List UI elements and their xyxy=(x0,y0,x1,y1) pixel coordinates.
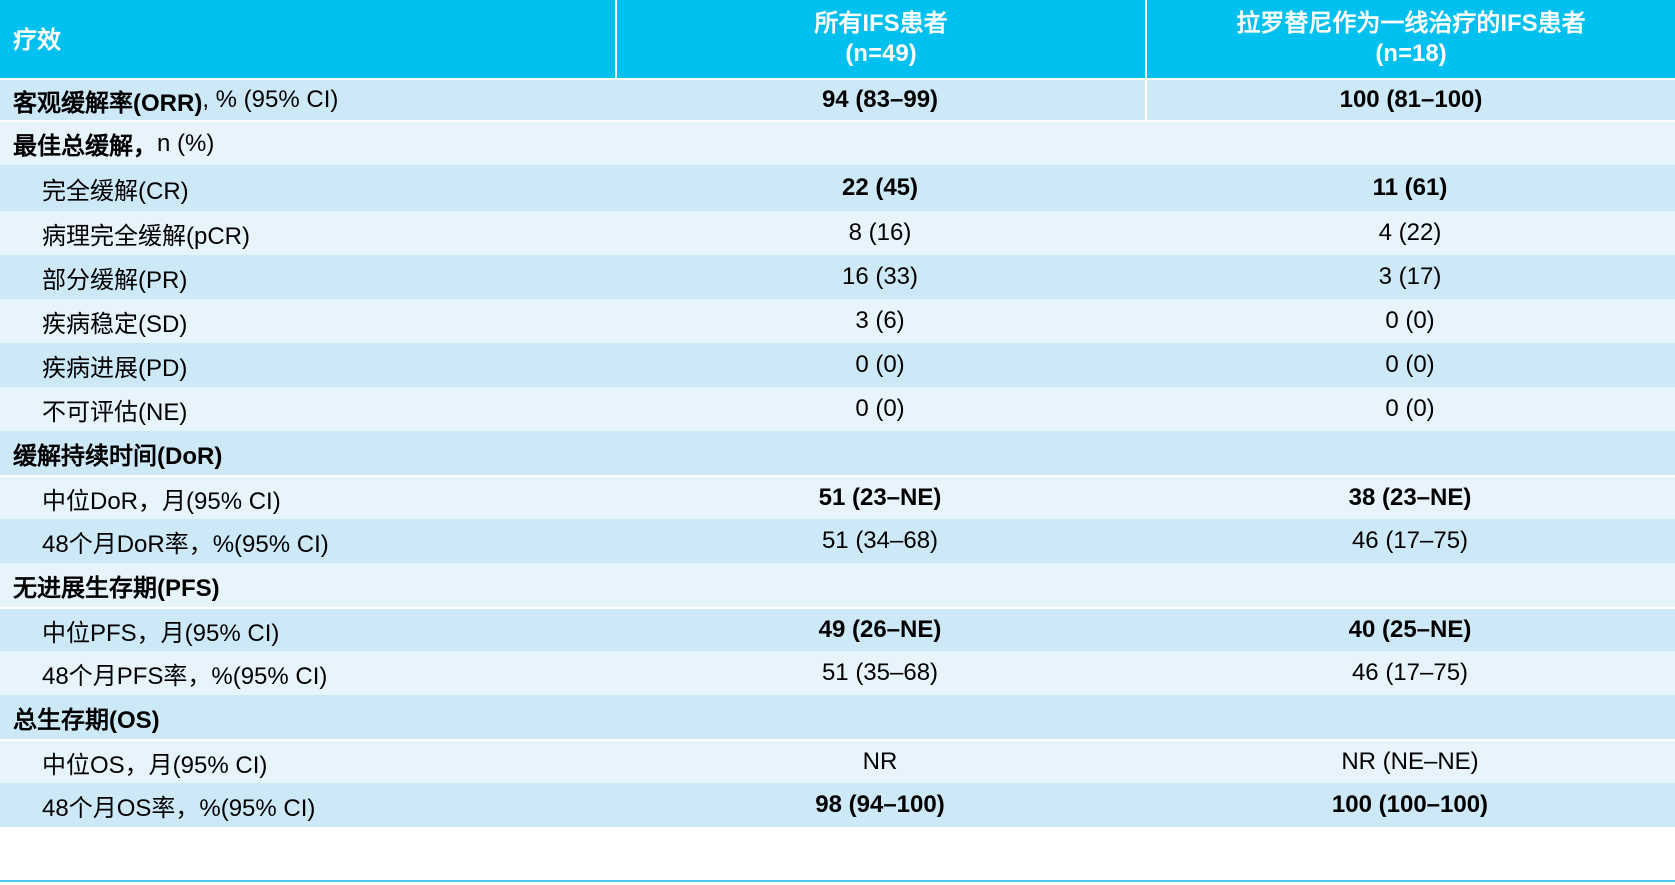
value-all-ifs: NR xyxy=(862,748,898,775)
row-label: 疾病进展(PD) xyxy=(42,354,188,382)
table-row-section: 总生存期(OS) xyxy=(0,695,1675,739)
table-row: 中位DoR，月(95% CI) 51 (23–NE) 38 (23–NE) xyxy=(0,475,1675,519)
value-first-line: 0 (0) xyxy=(1385,351,1435,378)
row-label: 48个月PFS率，%(95% CI) xyxy=(42,662,328,690)
value-first-line: 100 (100–100) xyxy=(1331,791,1489,818)
table-row: 不可评估(NE) 0 (0) 0 (0) xyxy=(0,387,1675,431)
header-all-ifs-patients: 所有IFS患者 (n=49) xyxy=(615,0,1145,78)
value-all-ifs: 51 (23–NE) xyxy=(818,484,942,511)
value-first-line: 11 (61) xyxy=(1372,174,1448,201)
header-col2-title: 所有IFS患者 xyxy=(814,10,948,37)
table-row: 48个月OS率，%(95% CI) 98 (94–100) 100 (100–1… xyxy=(0,783,1675,827)
header-col3-n: (n=18) xyxy=(1375,40,1447,67)
value-all-ifs xyxy=(615,563,1145,607)
value-first-line: 3 (17) xyxy=(1378,263,1442,290)
row-label: 客观缓解率(ORR), % (95% CI) xyxy=(0,80,615,120)
value-first-line: 4 (22) xyxy=(1378,219,1442,246)
value-first-line: 46 (17–75) xyxy=(1351,527,1469,554)
value-all-ifs: 22 (45) xyxy=(841,174,919,201)
header-col3-title: 拉罗替尼作为一线治疗的IFS患者 xyxy=(1236,10,1586,37)
table-row: 部分缓解(PR) 16 (33) 3 (17) xyxy=(0,255,1675,299)
table-row-section: 最佳总缓解， n (%) xyxy=(0,120,1675,165)
value-all-ifs: 98 (94–100) xyxy=(815,791,945,818)
value-first-line: 0 (0) xyxy=(1385,395,1435,422)
value-all-ifs xyxy=(615,122,1145,165)
value-first-line xyxy=(1145,563,1675,607)
table-row-section: 无进展生存期(PFS) xyxy=(0,563,1675,607)
value-first-line: 100 (81–100) xyxy=(1145,80,1675,120)
row-label: 48个月OS率，%(95% CI) xyxy=(42,794,316,822)
table-row: 中位PFS，月(95% CI) 49 (26–NE) 40 (25–NE) xyxy=(0,607,1675,651)
table-row: 疾病进展(PD) 0 (0) 0 (0) xyxy=(0,343,1675,387)
value-first-line: 46 (17–75) xyxy=(1351,659,1469,686)
row-label: 中位DoR，月(95% CI) xyxy=(42,487,281,515)
row-label-bold: 缓解持续时间(DoR) xyxy=(13,442,223,470)
value-all-ifs: 3 (6) xyxy=(855,307,905,334)
table-row-section: 缓解持续时间(DoR) xyxy=(0,431,1675,475)
value-all-ifs: 16 (33) xyxy=(841,263,919,290)
row-label: 疾病稳定(SD) xyxy=(42,310,188,338)
value-first-line: 38 (23–NE) xyxy=(1348,484,1472,511)
value-all-ifs: 51 (35–68) xyxy=(821,659,939,686)
table-header: 疗效 所有IFS患者 (n=49) 拉罗替尼作为一线治疗的IFS患者 (n=18… xyxy=(0,0,1675,78)
value-first-line: NR (NE–NE) xyxy=(1341,748,1479,775)
header-first-line-ifs-patients: 拉罗替尼作为一线治疗的IFS患者 (n=18) xyxy=(1145,0,1675,78)
value-all-ifs xyxy=(615,431,1145,475)
value-first-line: 0 (0) xyxy=(1385,307,1435,334)
table-row: 中位OS，月(95% CI) NR NR (NE–NE) xyxy=(0,739,1675,783)
row-label-bold: 无进展生存期(PFS) xyxy=(13,574,220,602)
row-label-bold: 客观缓解率(ORR) xyxy=(13,89,203,117)
row-label-rest: , % (95% CI) xyxy=(202,86,339,113)
value-all-ifs: 0 (0) xyxy=(855,395,905,422)
header-col2-n: (n=49) xyxy=(845,40,917,67)
table-row: 48个月PFS率，%(95% CI) 51 (35–68) 46 (17–75) xyxy=(0,651,1675,695)
table-row: 疾病稳定(SD) 3 (6) 0 (0) xyxy=(0,299,1675,343)
row-label: 缓解持续时间(DoR) xyxy=(0,431,615,475)
value-first-line xyxy=(1145,122,1675,165)
value-all-ifs xyxy=(615,695,1145,739)
row-label: 总生存期(OS) xyxy=(0,695,615,739)
value-first-line xyxy=(1145,695,1675,739)
row-label: 完全缓解(CR) xyxy=(42,177,189,205)
row-label: 不可评估(NE) xyxy=(42,398,188,426)
value-all-ifs: 51 (34–68) xyxy=(821,527,939,554)
value-all-ifs: 94 (83–99) xyxy=(821,86,939,113)
row-label: 最佳总缓解， n (%) xyxy=(0,122,615,165)
row-label: 48个月DoR率，%(95% CI) xyxy=(42,530,329,558)
table-bottom-rule xyxy=(0,880,1675,882)
table-row: 病理完全缓解(pCR) 8 (16) 4 (22) xyxy=(0,211,1675,255)
value-all-ifs: 0 (0) xyxy=(855,351,905,378)
value-first-line: 40 (25–NE) xyxy=(1348,616,1472,643)
row-label-bold: 总生存期(OS) xyxy=(13,706,160,734)
value-all-ifs: 8 (16) xyxy=(848,219,912,246)
value-all-ifs: 49 (26–NE) xyxy=(818,616,942,643)
row-label: 病理完全缓解(pCR) xyxy=(42,222,250,250)
row-label: 中位OS，月(95% CI) xyxy=(42,751,268,779)
efficacy-table: 疗效 所有IFS患者 (n=49) 拉罗替尼作为一线治疗的IFS患者 (n=18… xyxy=(0,0,1675,827)
row-label-bold: 最佳总缓解， xyxy=(13,133,157,160)
row-label: 部分缓解(PR) xyxy=(42,266,188,294)
table-row: 完全缓解(CR) 22 (45) 11 (61) xyxy=(0,165,1675,211)
row-label: 中位PFS，月(95% CI) xyxy=(42,619,280,647)
value-first-line xyxy=(1145,431,1675,475)
row-label-rest: n (%) xyxy=(157,129,215,157)
table-row: 客观缓解率(ORR), % (95% CI) 94 (83–99) 100 (8… xyxy=(0,78,1675,120)
header-efficacy: 疗效 xyxy=(13,27,61,54)
table-row: 48个月DoR率，%(95% CI) 51 (34–68) 46 (17–75) xyxy=(0,519,1675,563)
row-label: 无进展生存期(PFS) xyxy=(0,563,615,607)
